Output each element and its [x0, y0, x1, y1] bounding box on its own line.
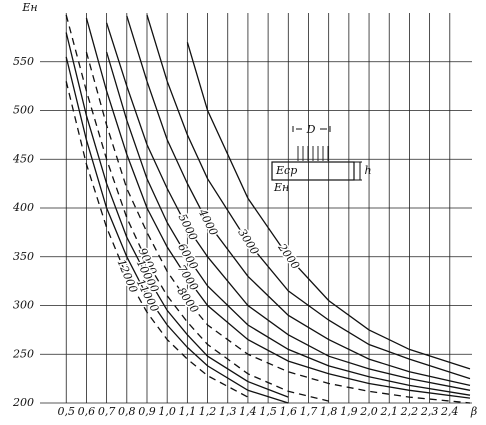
y-tick-label: 250 [12, 347, 34, 360]
inset-label: Eн [273, 181, 289, 194]
x-tick-label: 1,1 [179, 405, 197, 418]
x-tick-label: 1,6 [280, 405, 298, 418]
x-tick-label: 1,0 [158, 405, 176, 418]
x-axis-label: β [470, 405, 477, 418]
x-tick-label: 0,8 [118, 405, 136, 418]
x-tick-label: 1,9 [340, 405, 358, 418]
curve [105, 51, 471, 396]
curve [65, 56, 289, 404]
x-tick-label: 2,4 [440, 405, 459, 418]
curve [146, 14, 471, 380]
curve-label: 2000 [275, 240, 302, 271]
curve [105, 22, 471, 391]
y-tick-label: 300 [13, 299, 34, 312]
x-tick-label: 0,9 [138, 405, 156, 418]
y-tick-label: 550 [13, 55, 34, 68]
x-tick-label: 1,5 [259, 405, 277, 418]
x-tick-label: 2,2 [400, 405, 419, 418]
x-tick-label: 1,2 [199, 405, 217, 418]
x-tick-label: 2,3 [420, 405, 439, 418]
curve [85, 51, 471, 404]
curve [126, 15, 471, 387]
x-tick-label: 1,8 [320, 405, 338, 418]
y-tick-label: 350 [13, 250, 34, 263]
curve [65, 81, 249, 398]
x-tick-label: 2,1 [379, 405, 398, 418]
y-tick-label: 200 [12, 396, 34, 409]
curve [186, 42, 471, 370]
inset-label: h [364, 164, 371, 177]
inset-label: Eср [275, 164, 297, 177]
curve-label: 5000 [176, 212, 200, 243]
curve [85, 17, 471, 399]
inset-label: D [306, 123, 316, 136]
x-tick-label: 1,4 [239, 405, 257, 418]
inset-diagram: D Eср Eн h [271, 123, 372, 194]
x-tick-label: 0,5 [57, 405, 75, 418]
x-tick-label: 0,7 [98, 405, 116, 418]
curve-label: 3000 [235, 227, 261, 258]
y-tick-label: 400 [12, 201, 34, 214]
y-axis-label: Eн [21, 1, 37, 14]
x-tick-label: 2,0 [359, 405, 378, 418]
x-tick-label: 0,6 [78, 405, 96, 418]
curve [65, 32, 289, 398]
curve [65, 14, 329, 402]
y-tick-label: 500 [13, 104, 34, 117]
x-tick-label: 1,3 [219, 405, 237, 418]
y-tick-label: 450 [12, 152, 34, 165]
x-tick-label: 1,7 [300, 405, 318, 418]
